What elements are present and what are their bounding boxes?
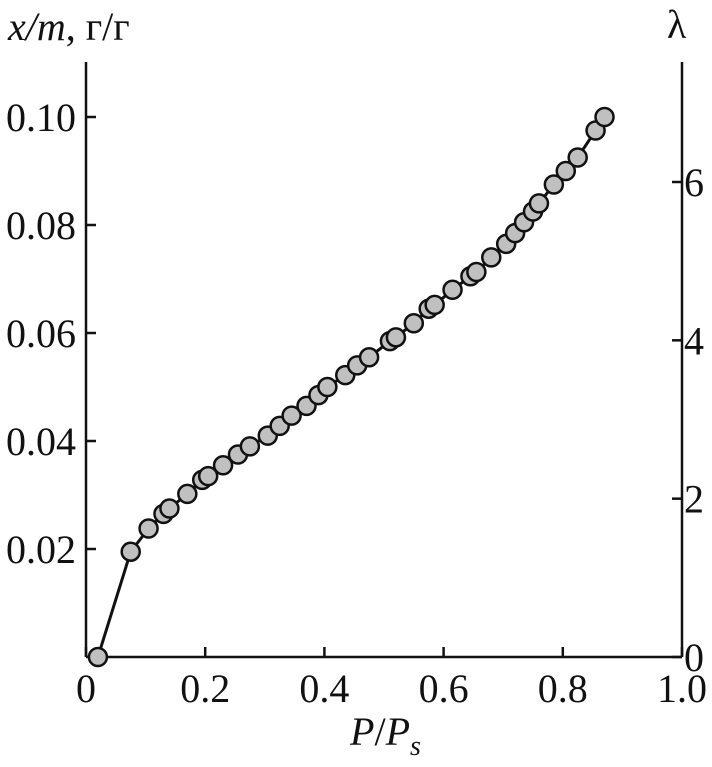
- data-point: [358, 347, 380, 368]
- data-point: [177, 483, 198, 505]
- x-tick-label: 0.4: [299, 666, 349, 711]
- data-point: [385, 327, 407, 348]
- data-point: [212, 455, 234, 476]
- y-tick-label: 0.04: [6, 419, 76, 464]
- data-point: [594, 106, 615, 128]
- data-points: [87, 106, 615, 668]
- x-tick-label: 0.2: [180, 666, 230, 711]
- data-point: [138, 518, 159, 539]
- data-point: [87, 646, 109, 668]
- y-tick-label: 0.06: [6, 311, 76, 356]
- data-point: [281, 405, 302, 426]
- y2-tick-label: 0: [684, 635, 704, 680]
- data-point: [120, 541, 141, 562]
- axis-ticks: [84, 115, 684, 659]
- y-tick-label: 0.08: [6, 203, 76, 248]
- y-tick-label: 0.10: [6, 95, 76, 140]
- data-point: [317, 376, 338, 398]
- data-point: [403, 313, 425, 334]
- data-point: [555, 160, 577, 182]
- x-tick-label: 0.8: [538, 666, 588, 711]
- y-axis-title-var: x/m: [7, 4, 66, 49]
- x-tick-label: 0.6: [419, 666, 469, 711]
- fit-curve: [96, 116, 606, 658]
- y2-axis-title: λ: [667, 2, 687, 47]
- data-point: [197, 465, 219, 487]
- y2-tick-label: 4: [684, 318, 704, 363]
- x-tick-label: 1.0: [657, 666, 707, 711]
- data-point: [543, 174, 565, 195]
- y-tick-label: 0.02: [6, 527, 76, 572]
- data-point: [239, 436, 261, 457]
- data-point: [466, 261, 487, 283]
- data-point: [481, 247, 502, 268]
- axis-tick-labels: 0 0.2 0.4 0.6 0.8 1.0 0.02 0.04 0.06 0.08 0.10 0 2 4 6: [6, 95, 707, 711]
- y-axis-title-units: , г/г: [66, 4, 130, 49]
- data-point: [528, 193, 550, 214]
- y2-tick-label: 6: [684, 160, 704, 205]
- data-point: [442, 279, 463, 301]
- y2-tick-label: 2: [684, 477, 704, 522]
- data-point: [159, 498, 180, 519]
- x-tick-label: 0: [76, 666, 96, 711]
- y-axis-title: x/m, г/г: [7, 4, 130, 49]
- data-point: [567, 147, 588, 168]
- data-point: [424, 294, 445, 316]
- x-axis-title: P/Ps: [349, 709, 421, 762]
